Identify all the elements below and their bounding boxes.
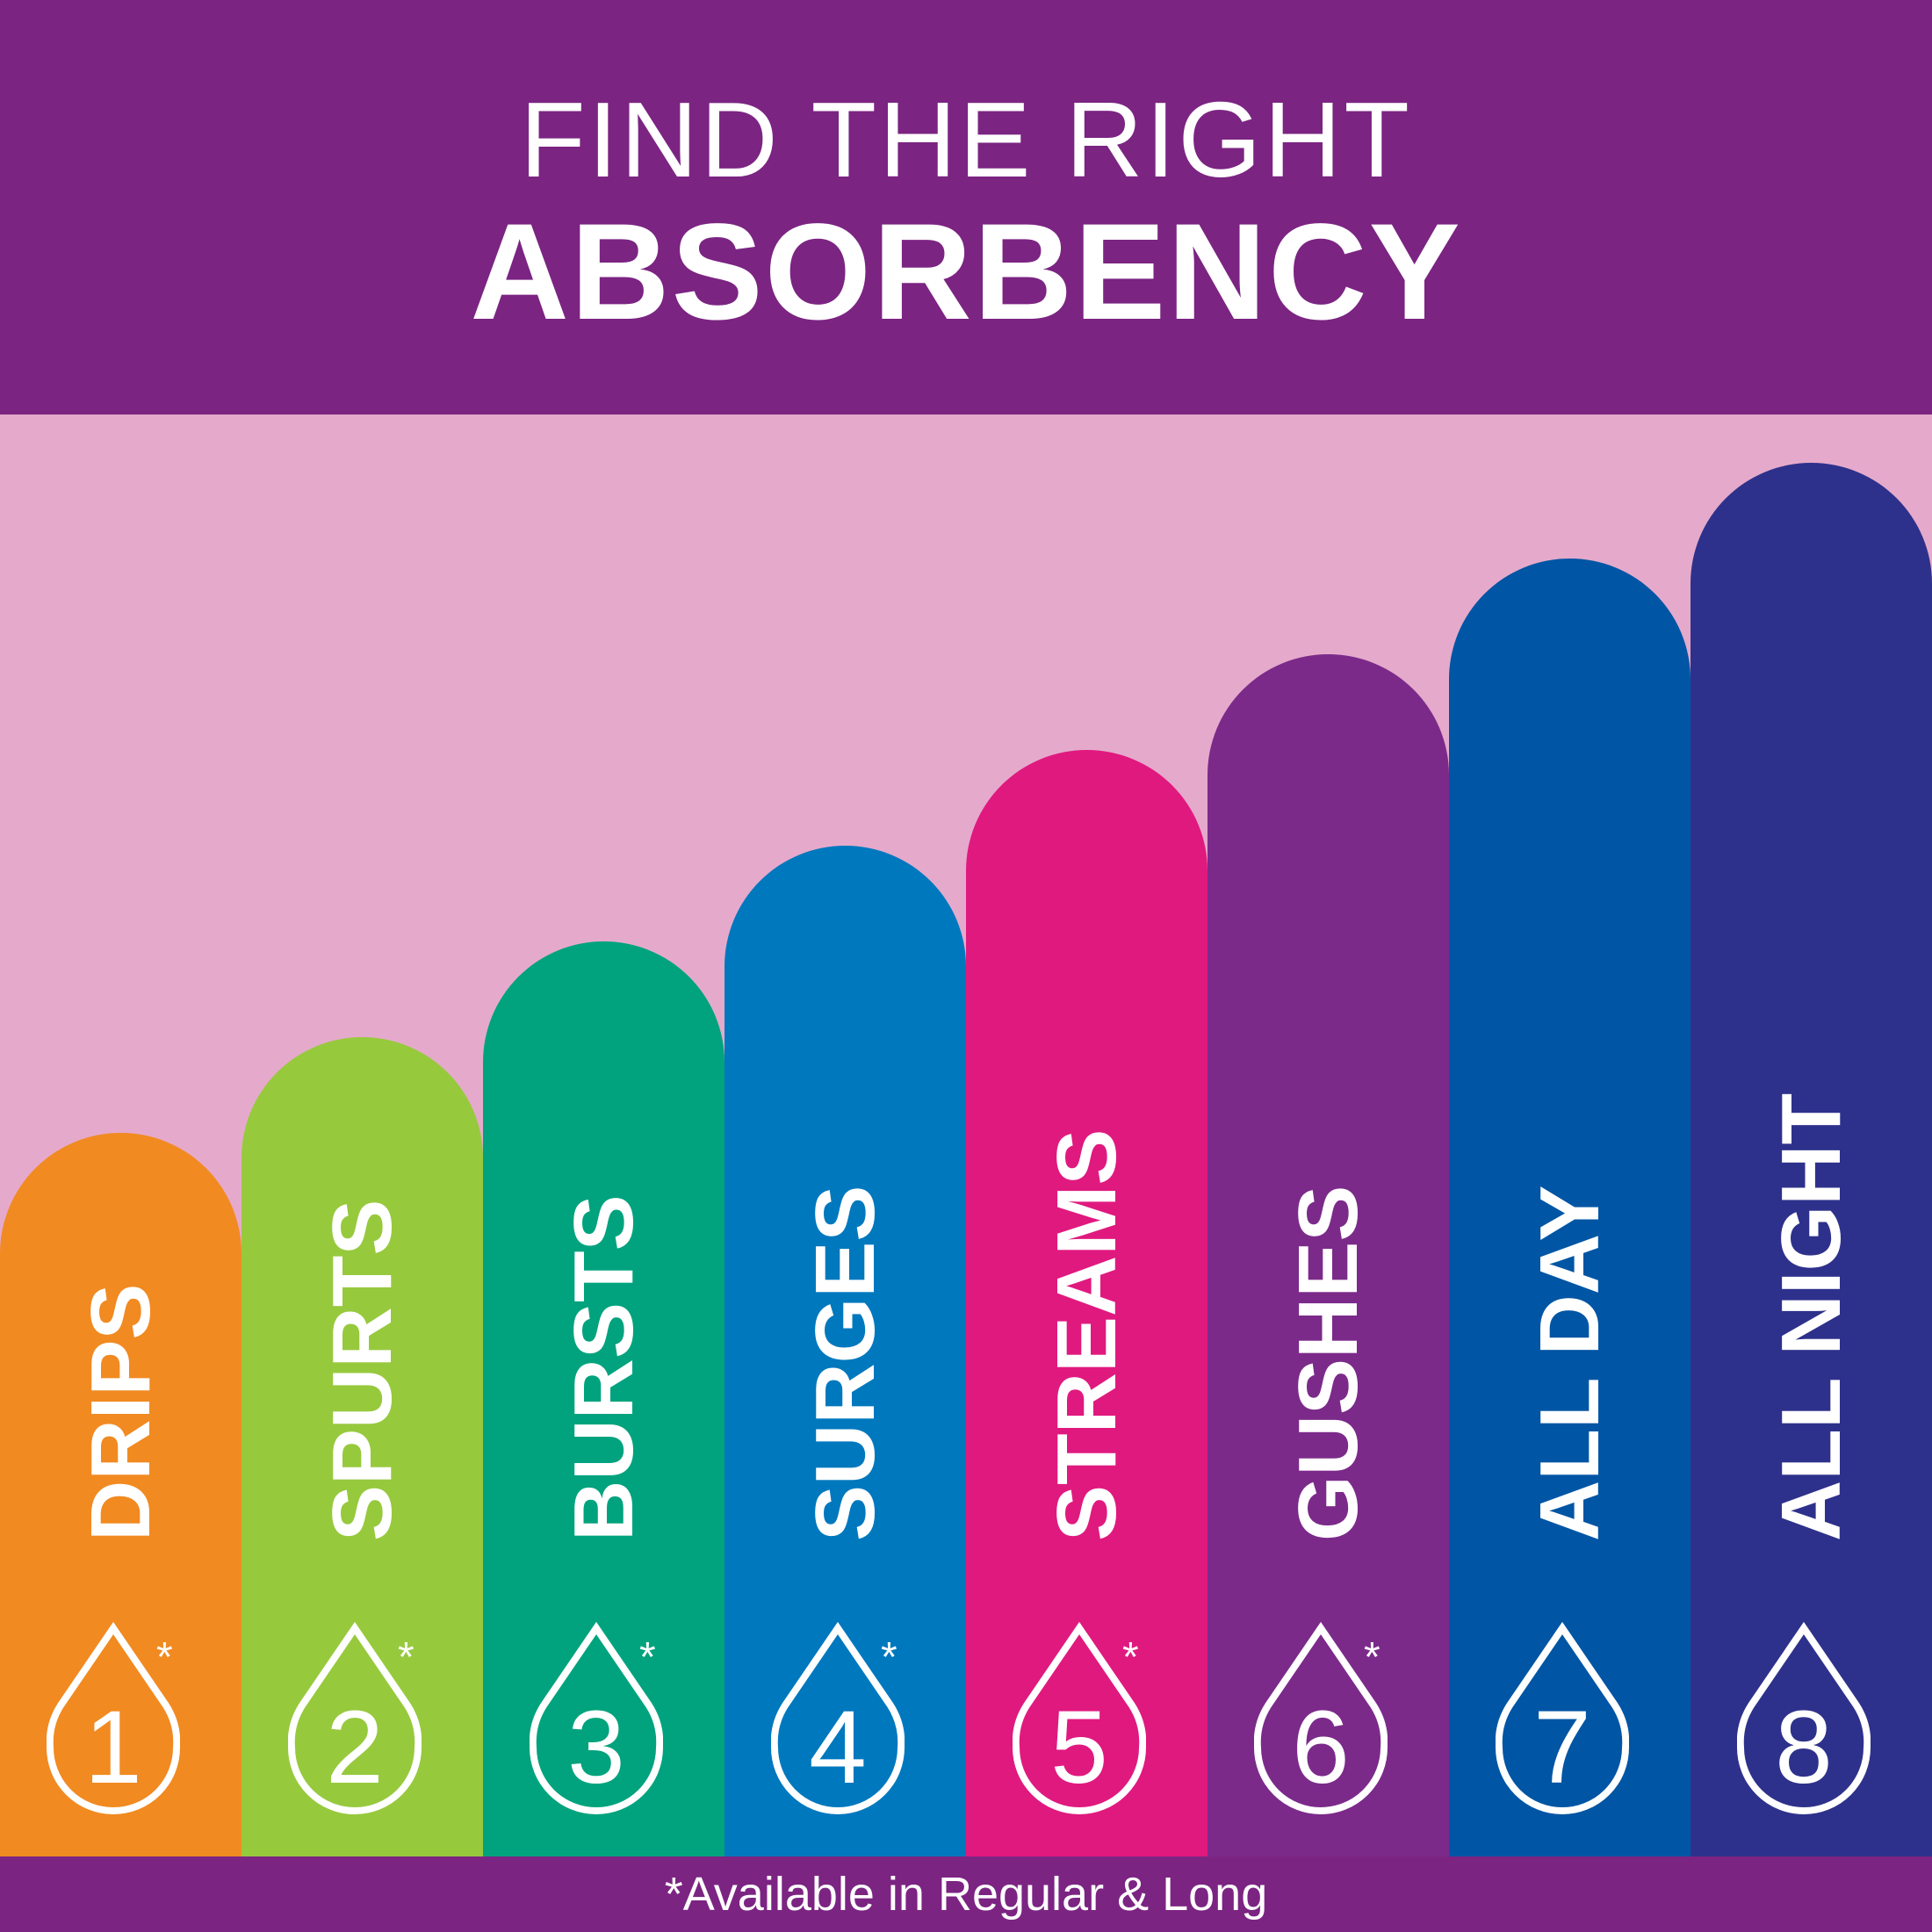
level-name: ALL DAY <box>1522 1185 1617 1541</box>
level-number: 7 <box>1533 1690 1591 1806</box>
level-bar <box>1208 654 1449 1856</box>
availability-asterisk: * <box>1364 1634 1381 1681</box>
level-number: 2 <box>326 1690 384 1806</box>
level-number: 3 <box>567 1690 625 1806</box>
footer-note: *Available in Regular & Long <box>0 1856 1932 1932</box>
title-line-2: ABSORBENCY <box>470 196 1462 349</box>
availability-asterisk: * <box>1122 1634 1139 1681</box>
level-bar <box>0 1133 242 1856</box>
availability-asterisk: * <box>156 1634 173 1681</box>
level-name: BURSTS <box>556 1194 651 1541</box>
level-number: 1 <box>84 1690 142 1806</box>
level-bar <box>724 846 966 1856</box>
level-badge: 5 * <box>966 1621 1208 1816</box>
water-drop-icon <box>47 1621 180 1814</box>
water-drop-icon <box>288 1621 422 1814</box>
level-number: 4 <box>809 1690 867 1806</box>
level-bar <box>242 1037 483 1856</box>
title-line-1: FIND THE RIGHT <box>520 80 1412 199</box>
availability-asterisk: * <box>639 1634 656 1681</box>
level-name: STREAMS <box>1039 1128 1134 1541</box>
header-banner: FIND THE RIGHT ABSORBENCY <box>0 0 1932 415</box>
level-badge: 2 * <box>242 1621 483 1816</box>
water-drop-icon <box>1737 1621 1871 1814</box>
level-bar <box>966 750 1208 1856</box>
level-badge: 8 <box>1690 1621 1932 1816</box>
water-drop-icon <box>530 1621 663 1814</box>
level-name: GUSHES <box>1280 1185 1375 1541</box>
level-name: DRIPS <box>73 1283 168 1541</box>
level-name: SURGES <box>797 1185 892 1541</box>
level-badge: 7 <box>1449 1621 1690 1816</box>
level-bar <box>1690 463 1932 1856</box>
availability-asterisk: * <box>881 1634 898 1681</box>
level-badge: 6 * <box>1208 1621 1449 1816</box>
level-badge: 4 * <box>724 1621 966 1816</box>
level-badge: 1 * <box>0 1621 242 1816</box>
water-drop-icon <box>1013 1621 1146 1814</box>
level-number: 5 <box>1050 1690 1108 1806</box>
level-name: SPURTS <box>314 1199 409 1541</box>
water-drop-icon <box>1254 1621 1388 1814</box>
level-bar <box>483 941 724 1856</box>
availability-asterisk: * <box>398 1634 415 1681</box>
level-name: ALL NIGHT <box>1763 1092 1858 1541</box>
level-badge: 3 * <box>483 1621 724 1816</box>
level-number: 8 <box>1775 1690 1833 1806</box>
water-drop-icon <box>771 1621 905 1814</box>
water-drop-icon <box>1496 1621 1629 1814</box>
level-number: 6 <box>1292 1690 1350 1806</box>
